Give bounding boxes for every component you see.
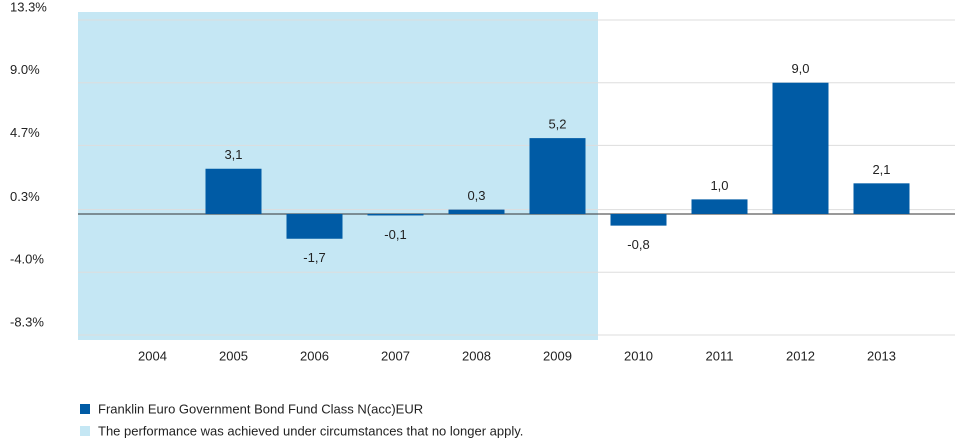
y-tick-label: 4.7% xyxy=(10,125,40,140)
shaded-region xyxy=(78,12,598,340)
bar xyxy=(853,183,910,214)
value-label: 1,0 xyxy=(710,178,728,193)
x-tick-label: 2008 xyxy=(462,348,491,363)
x-tick-label: 2006 xyxy=(300,348,329,363)
value-label: 0,3 xyxy=(467,188,485,203)
x-tick-label: 2005 xyxy=(219,348,248,363)
bar xyxy=(448,209,505,214)
bar xyxy=(529,138,586,214)
x-tick-label: 2004 xyxy=(138,348,167,363)
bar xyxy=(205,168,262,214)
bar xyxy=(610,213,667,226)
legend-label: Franklin Euro Government Bond Fund Class… xyxy=(98,401,423,416)
bar xyxy=(772,82,829,214)
x-tick-label: 2009 xyxy=(543,348,572,363)
value-label: 5,2 xyxy=(548,117,566,132)
x-tick-label: 2010 xyxy=(624,348,653,363)
y-tick-label: 9.0% xyxy=(10,62,40,77)
legend-swatch xyxy=(80,426,90,436)
bar xyxy=(691,199,748,214)
value-label: 9,0 xyxy=(791,61,809,76)
value-label: 3,1 xyxy=(224,147,242,162)
value-label: -1,7 xyxy=(303,250,325,265)
y-tick-label: 13.3% xyxy=(10,0,47,14)
value-label: -0,8 xyxy=(627,237,649,252)
y-tick-label: -8.3% xyxy=(10,314,44,329)
bar xyxy=(367,213,424,216)
legend-label: The performance was achieved under circu… xyxy=(98,423,523,438)
bar xyxy=(286,213,343,239)
y-tick-label: -4.0% xyxy=(10,252,44,267)
value-label: -0,1 xyxy=(384,227,406,242)
x-tick-label: 2013 xyxy=(867,348,896,363)
legend-swatch xyxy=(80,404,90,414)
value-label: 2,1 xyxy=(872,162,890,177)
y-tick-label: 0.3% xyxy=(10,189,40,204)
x-tick-label: 2012 xyxy=(786,348,815,363)
x-tick-label: 2007 xyxy=(381,348,410,363)
x-tick-label: 2011 xyxy=(706,348,734,363)
